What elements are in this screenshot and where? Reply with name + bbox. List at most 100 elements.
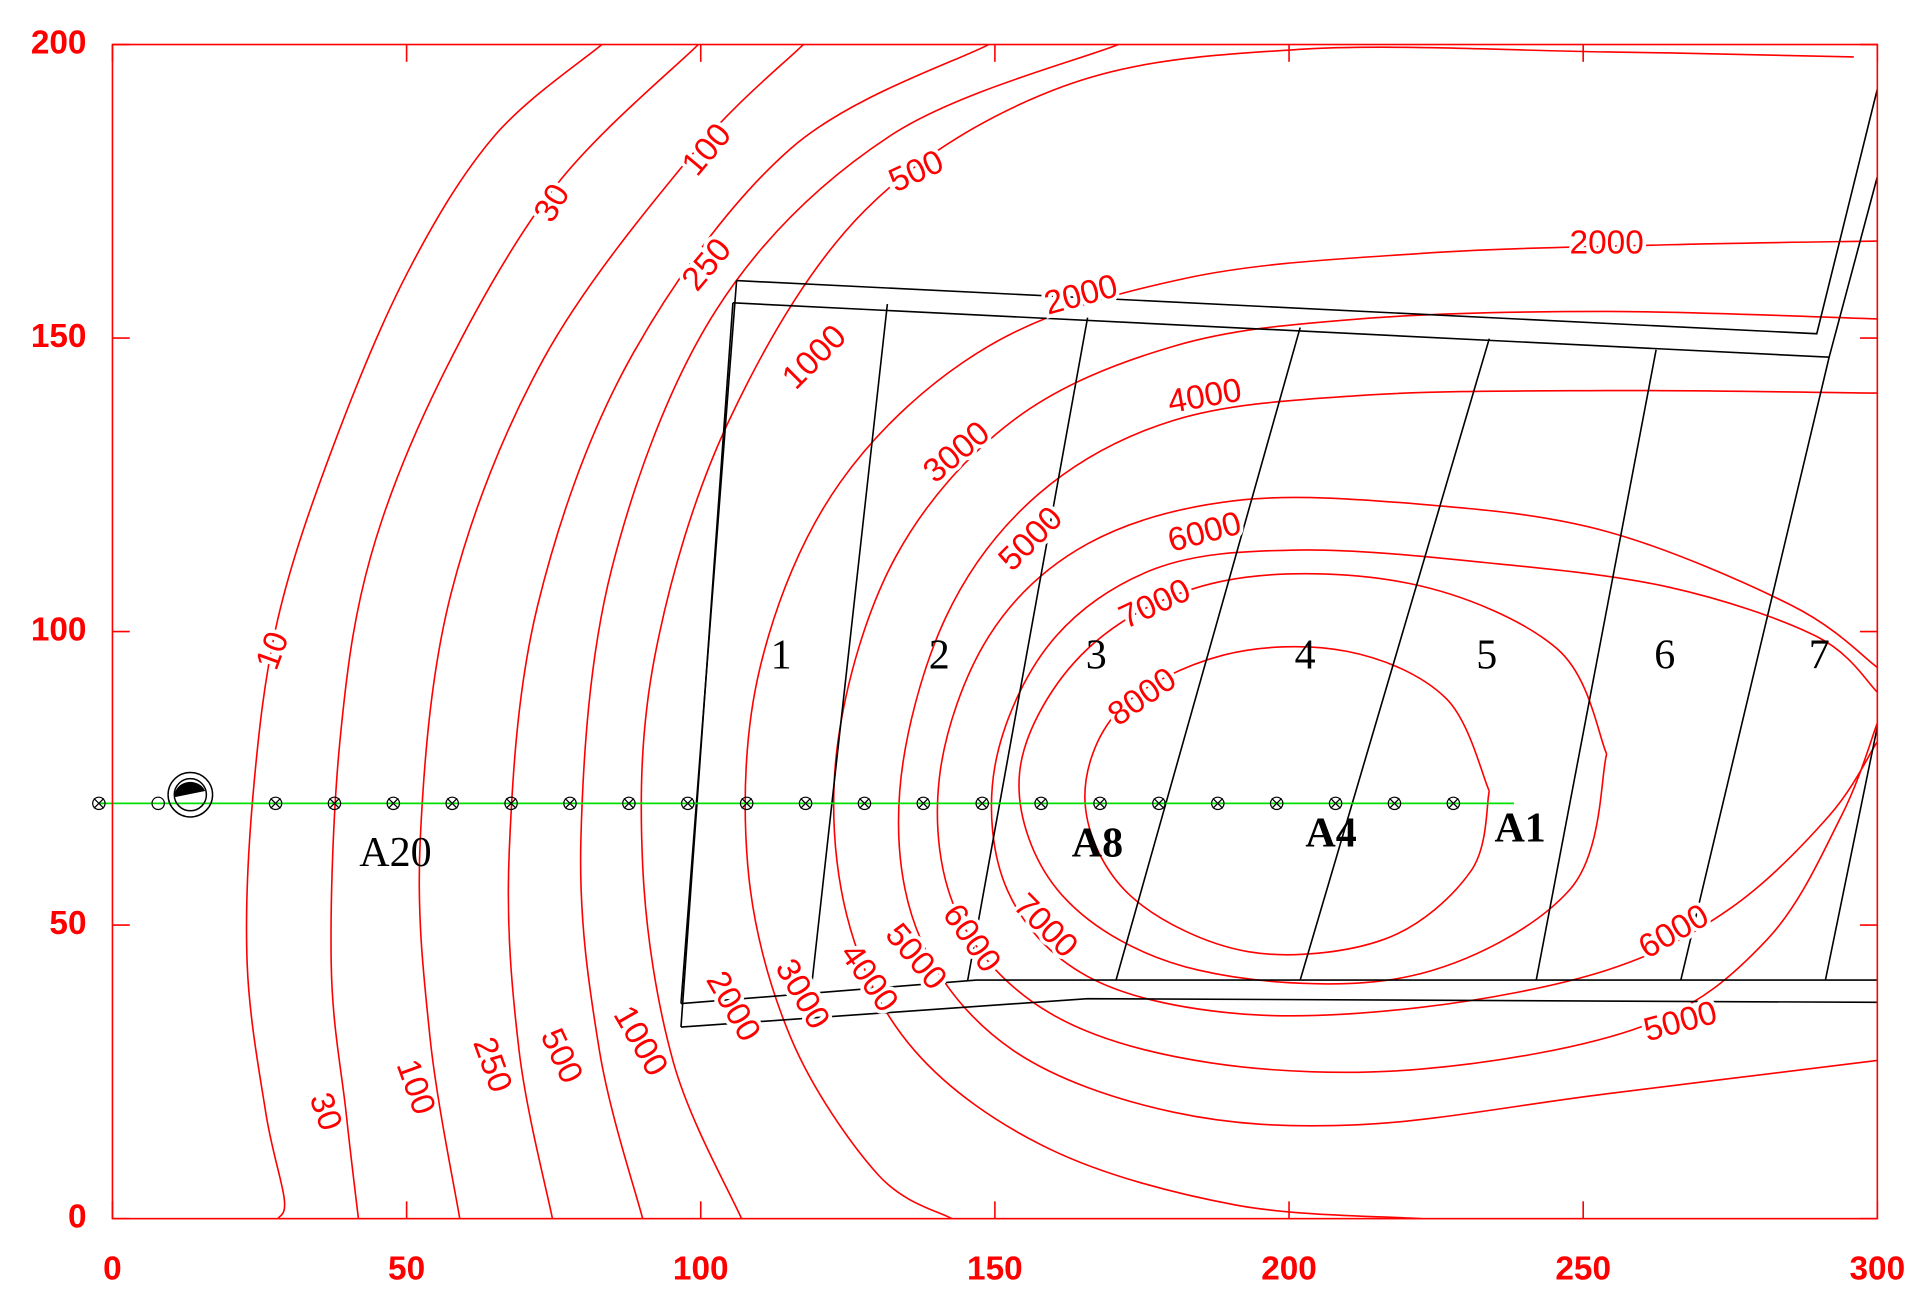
contour-line <box>832 310 1878 1220</box>
well-marker <box>976 797 988 809</box>
zone-label: 2 <box>929 632 950 678</box>
well-marker <box>1387 796 1402 811</box>
well-marker <box>151 796 165 811</box>
y-tick-label: 50 <box>49 905 86 942</box>
x-tick-label: 200 <box>1261 1250 1317 1287</box>
well-label: A1 <box>1494 805 1545 851</box>
well-marker <box>1152 796 1166 811</box>
zone-label: 7 <box>1809 632 1830 678</box>
well-marker <box>1094 797 1106 809</box>
well-marker <box>1093 796 1107 811</box>
boundary <box>736 88 1879 335</box>
well-marker <box>682 797 694 809</box>
zone-boundaries <box>680 88 1879 1028</box>
boundary <box>680 302 734 1028</box>
well-marker <box>446 797 458 809</box>
well-marker <box>622 796 636 811</box>
y-tick-label: 200 <box>31 24 87 61</box>
x-tick-label: 0 <box>103 1250 122 1287</box>
well-marker <box>1153 797 1165 809</box>
zone-label: 1 <box>771 632 792 678</box>
contours <box>245 43 1879 1220</box>
y-tick-label: 150 <box>31 318 87 355</box>
well-marker <box>564 797 576 809</box>
contour-line <box>1018 572 1608 985</box>
marker <box>174 781 206 798</box>
zone-divider <box>1115 327 1301 981</box>
contour-line <box>990 549 1879 1017</box>
well-markers <box>92 796 1461 811</box>
zone-label: 5 <box>1476 632 1497 678</box>
well-marker <box>741 797 753 809</box>
zone-label: 3 <box>1086 632 1107 678</box>
well-marker <box>1034 796 1048 811</box>
well-marker <box>859 797 870 809</box>
well-marker <box>975 796 990 811</box>
contour-line <box>330 43 699 1219</box>
zone-divider <box>1680 357 1830 981</box>
well-marker <box>505 797 517 809</box>
well-marker <box>1035 797 1047 809</box>
y-tick-label: 0 <box>68 1198 87 1235</box>
well-marker <box>387 797 399 809</box>
zone-divider <box>1535 349 1657 981</box>
well-marker <box>1210 796 1225 811</box>
zone-divider <box>1299 338 1491 981</box>
well-marker <box>563 796 577 811</box>
well-marker <box>1389 797 1400 809</box>
x-tick-label: 100 <box>673 1250 729 1287</box>
zone-divider <box>1824 726 1879 981</box>
well-marker <box>1330 797 1341 809</box>
well-marker <box>504 796 518 811</box>
well-marker <box>1212 797 1224 809</box>
y-tick-label: 100 <box>31 611 87 648</box>
injection-point <box>167 771 214 818</box>
contour-line <box>640 46 1854 1219</box>
contour-line <box>245 43 603 1220</box>
zone-label: 4 <box>1295 632 1316 678</box>
contour-line <box>936 496 1879 1074</box>
well-marker <box>917 797 929 809</box>
contour-label: 2000 <box>1570 225 1644 262</box>
x-tick-label: 50 <box>388 1250 425 1287</box>
well-label: A8 <box>1072 820 1123 866</box>
contour-line <box>744 240 1878 1220</box>
well-marker <box>386 796 401 811</box>
well-marker <box>329 797 340 809</box>
well-marker <box>268 796 283 811</box>
well-marker <box>1447 797 1459 809</box>
contour-line <box>579 43 1119 1219</box>
well-marker <box>800 797 811 809</box>
well-marker <box>1269 796 1284 811</box>
boundary <box>680 979 1878 1005</box>
contour-line <box>897 389 1878 1127</box>
well-marker <box>270 797 281 809</box>
well-label: A4 <box>1305 810 1356 856</box>
well-marker <box>1328 796 1343 811</box>
well-marker <box>916 796 931 811</box>
contour-line <box>418 43 804 1219</box>
well-marker <box>327 796 342 811</box>
well-marker <box>445 796 460 811</box>
x-tick-label: 300 <box>1849 1250 1905 1287</box>
well-label: A20 <box>359 830 431 876</box>
boundary <box>680 997 1878 1028</box>
contour-line <box>507 43 990 1219</box>
well-marker <box>1271 797 1283 809</box>
axes <box>111 43 1879 1220</box>
well-marker <box>93 797 105 809</box>
zone-divider <box>811 303 889 983</box>
well-marker <box>623 797 635 809</box>
well-marker <box>857 796 872 811</box>
x-tick-label: 150 <box>967 1250 1023 1287</box>
zone-label: 6 <box>1654 632 1675 678</box>
well-marker <box>680 796 695 811</box>
ring <box>173 777 208 812</box>
x-tick-label: 250 <box>1555 1250 1611 1287</box>
well-marker <box>798 796 813 811</box>
well-marker <box>1446 796 1461 811</box>
zone-divider <box>966 317 1089 981</box>
well-marker <box>739 796 754 811</box>
